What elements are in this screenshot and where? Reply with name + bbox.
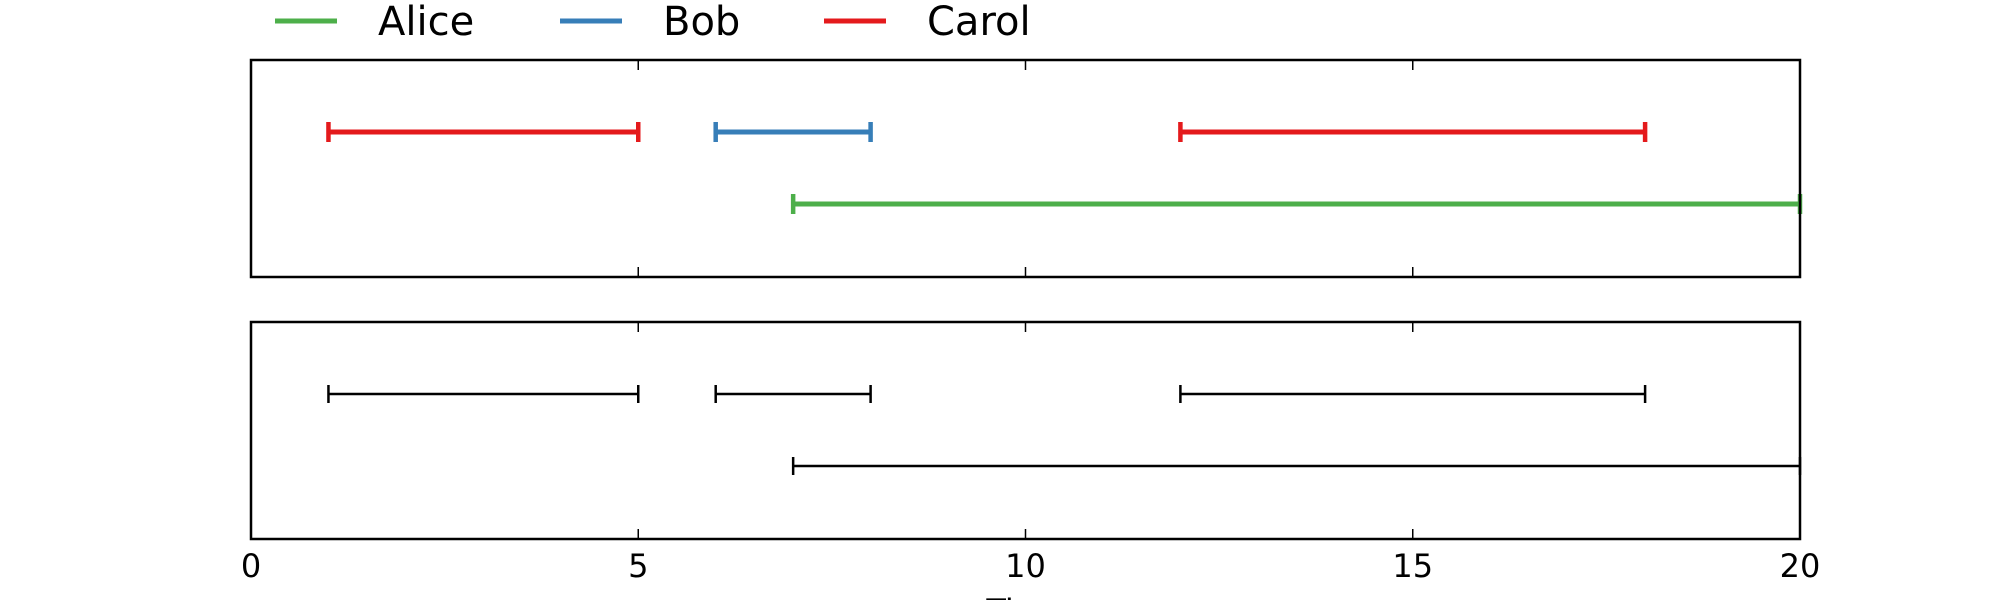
x-tick-label: 15	[1392, 547, 1433, 585]
panel-frame	[249, 58, 1802, 279]
interval-bar	[1179, 385, 1647, 403]
x-axis-label: Time	[985, 592, 1064, 600]
interval-bar	[714, 385, 872, 403]
interval-bar	[1178, 122, 1648, 142]
interval-bar	[326, 122, 641, 142]
x-tick-label: 0	[241, 547, 261, 585]
panel-1	[249, 58, 1803, 279]
interval-bar	[790, 194, 1803, 214]
panels	[249, 58, 1803, 541]
legend-item-bob: Bob	[560, 0, 740, 45]
x-axis: 0 5 10 15 20 Time	[241, 547, 1821, 600]
x-tick-label: 5	[628, 547, 648, 585]
interval-bar	[713, 122, 873, 142]
x-tick-label: 20	[1780, 547, 1821, 585]
legend-label: Alice	[378, 0, 474, 45]
interval-bar	[327, 385, 640, 403]
legend-item-carol: Carol	[824, 0, 1031, 45]
panel-2	[249, 320, 1802, 541]
legend-label: Bob	[663, 0, 740, 45]
legend-label: Carol	[927, 0, 1031, 45]
legend-item-alice: Alice	[275, 0, 474, 45]
legend: Alice Bob Carol	[275, 0, 1031, 45]
panel-frame	[249, 320, 1802, 541]
x-tick-label: 10	[1005, 547, 1046, 585]
interval-bar	[791, 457, 1802, 475]
